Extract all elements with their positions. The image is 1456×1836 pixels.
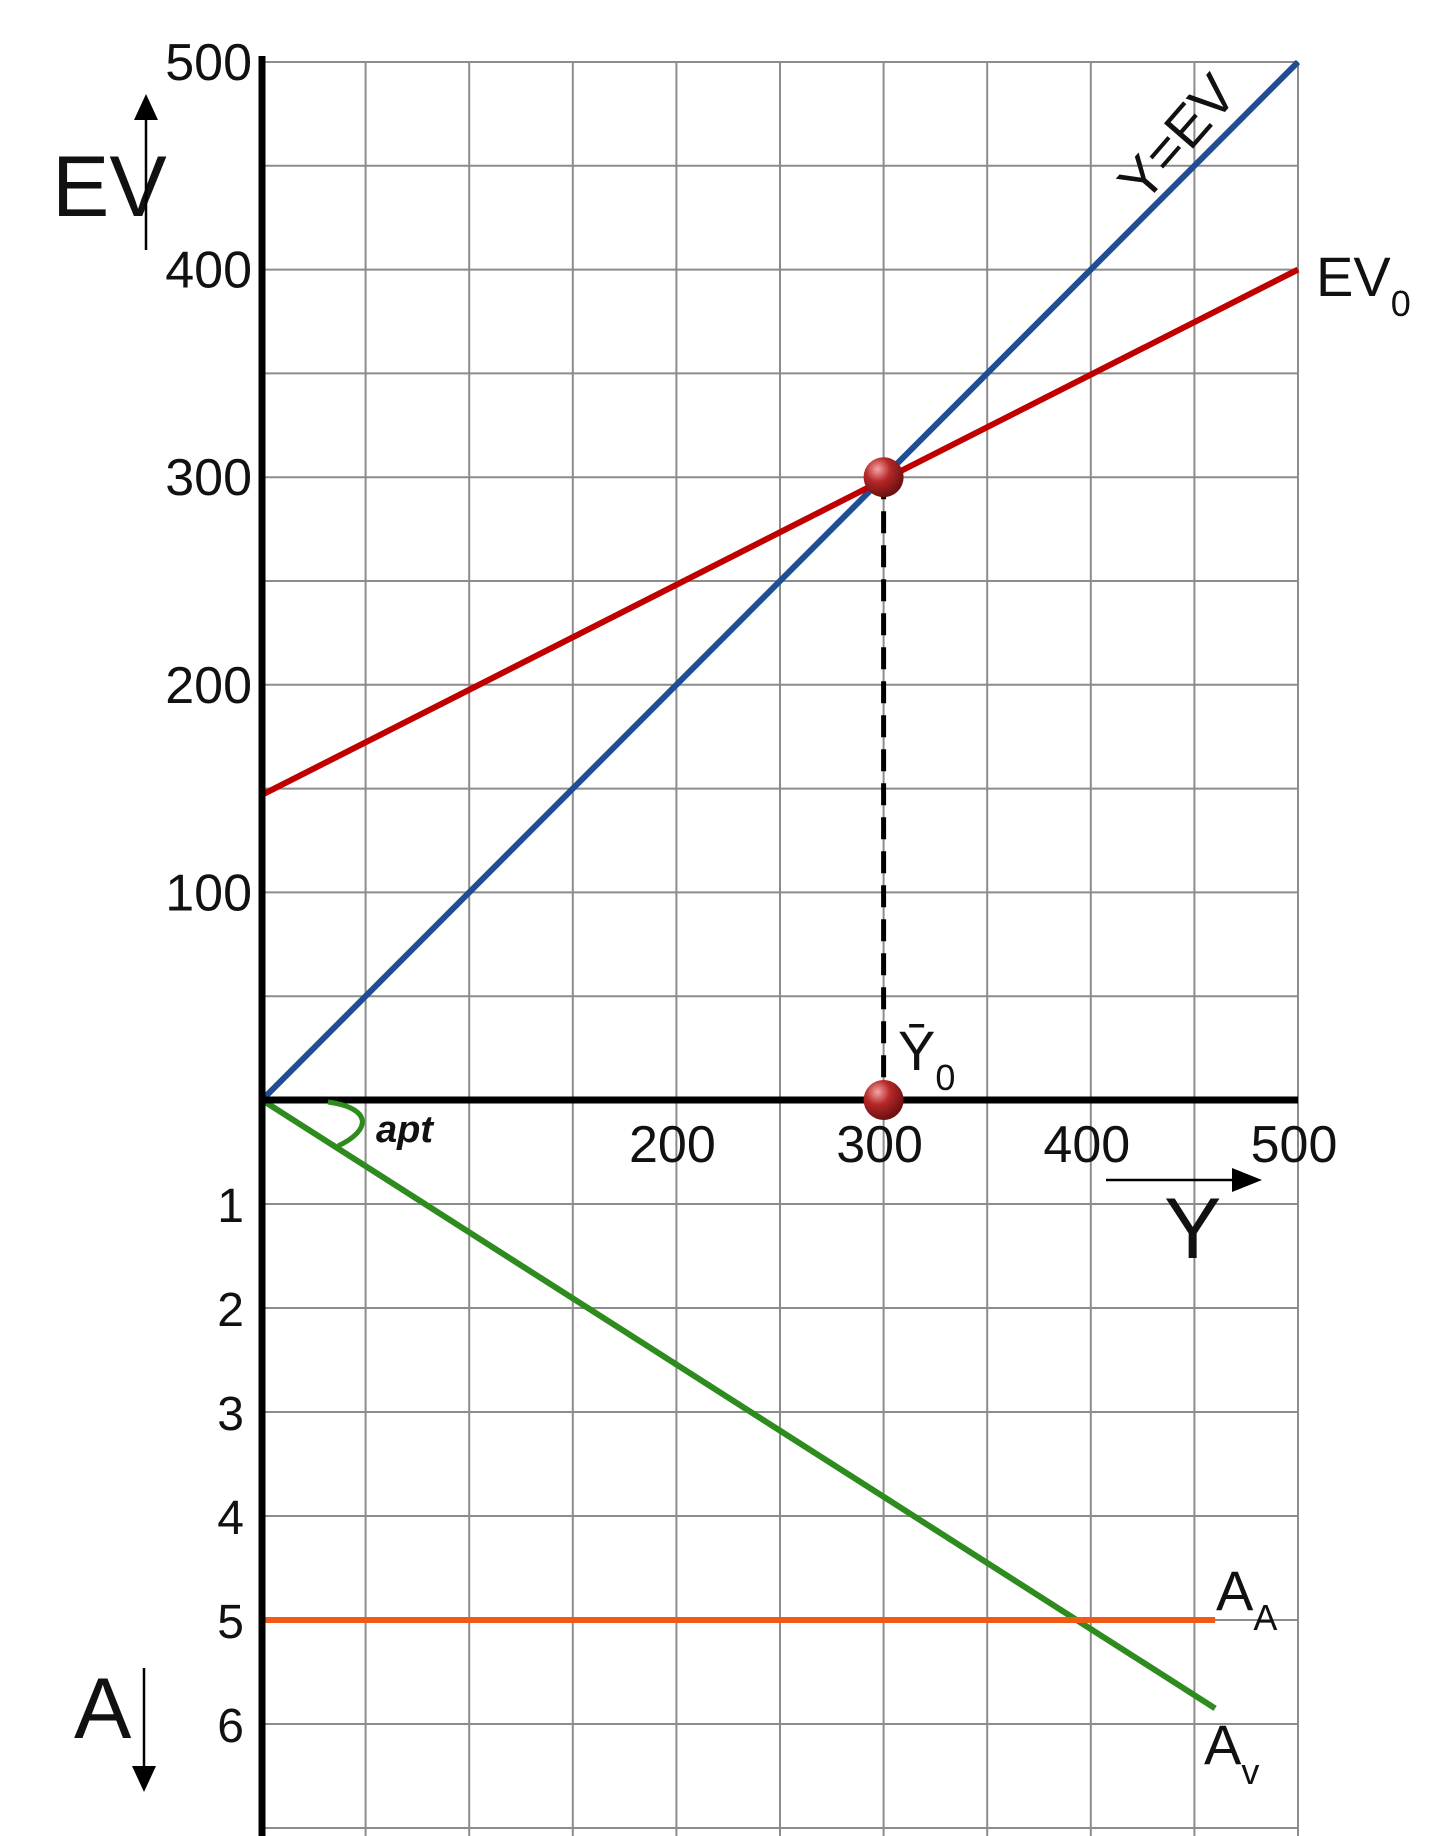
series-line-tax-v [260,1097,1217,1711]
a-axis-label: A [74,1661,132,1757]
series-label-ev: EV0 [1316,245,1411,324]
a-tick-label: 1 [217,1180,244,1233]
a-tick-label: 3 [217,1388,244,1441]
x-tick-label: 400 [1043,1116,1130,1174]
y-tick-label: 400 [165,242,252,300]
y-tick-label: 200 [165,657,252,715]
angle-label: apt [376,1109,434,1151]
equilibrium-point [863,457,904,498]
x-tick-label: 200 [629,1116,716,1174]
equilibrium-income-point [863,1080,904,1120]
series-label-tax-a: AA [1216,1559,1277,1638]
x-axis-label: Y [1164,1181,1221,1277]
a-tick-label: 4 [217,1492,244,1545]
a-tick-label: 6 [217,1700,244,1753]
a-axis-arrow-head [132,1766,156,1792]
series-line-ident [259,59,1301,1103]
angle-brace [327,1099,365,1149]
equilibrium-income-label-subscript: 0 [935,1057,955,1098]
y-axis-label: EV [52,139,167,235]
a-tick-label: 2 [217,1284,244,1337]
equilibrium-income-label: Ȳ0 [898,1019,955,1098]
markers [863,457,904,1120]
series-label-ev-subscript: 0 [1391,283,1411,324]
x-tick-label: 300 [836,1116,923,1174]
y-tick-label: 500 [165,34,252,92]
x-axis-arrow-head [1232,1168,1262,1192]
x-tick-label: 500 [1251,1116,1338,1174]
y-tick-label: 100 [165,864,252,922]
a-tick-label: 5 [217,1596,244,1649]
series-line-ev [260,266,1300,798]
y-tick-label: 300 [165,449,252,507]
grid [262,61,1299,1836]
axes [258,56,1298,1836]
series-label-tax-v-subscript: v [1241,1751,1259,1792]
curves [259,59,1301,1711]
series-label-tax-a-subscript: A [1253,1597,1277,1638]
y-axis-arrow-head [134,94,158,120]
